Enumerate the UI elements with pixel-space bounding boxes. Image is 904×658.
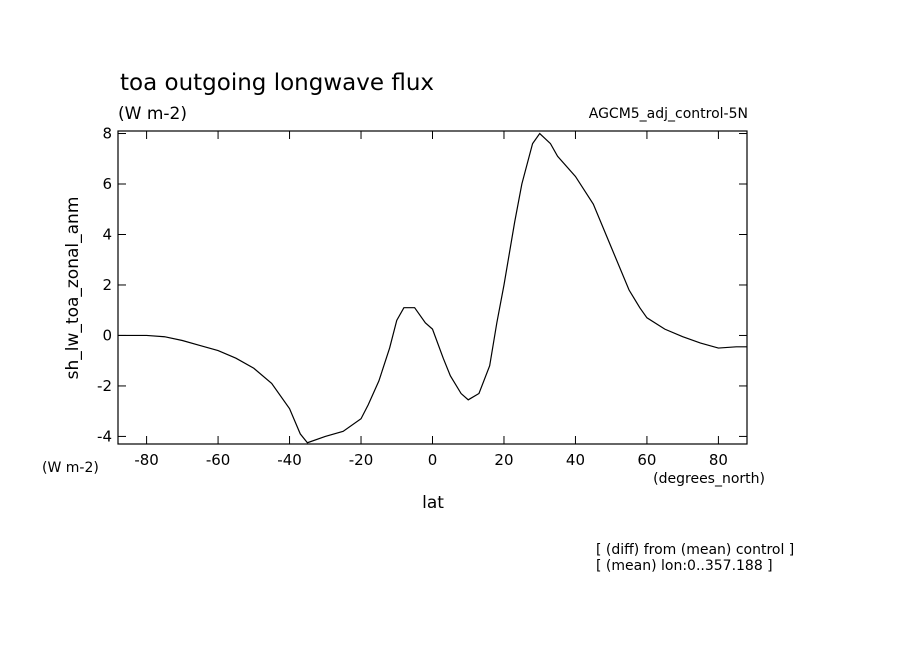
y-tick-label: 6 [102, 175, 112, 193]
x-tick-label: 60 [637, 451, 656, 469]
y-tick-label: -4 [97, 427, 112, 445]
x-tick-label: -40 [277, 451, 302, 469]
y-units: (W m-2) [42, 460, 99, 476]
y-tick-label: 2 [102, 276, 112, 294]
x-tick-label: 0 [428, 451, 438, 469]
y-axis-label: sh_lw_toa_zonal_anm [63, 197, 83, 380]
y-tick-label: 4 [102, 225, 112, 243]
subtitle: (W m-2) [118, 104, 187, 124]
y-tick-label: 8 [102, 125, 112, 143]
x-tick-label: 80 [709, 451, 728, 469]
x-tick-label: -20 [349, 451, 374, 469]
x-tick-label: -60 [206, 451, 231, 469]
y-tick-label: 0 [102, 326, 112, 344]
chart-title: toa outgoing longwave flux [120, 70, 434, 96]
run-label: AGCM5_adj_control-5N [589, 106, 748, 122]
y-tick-label: -2 [97, 377, 112, 395]
x-tick-label: 20 [494, 451, 513, 469]
note: [ (diff) from (mean) control ] [596, 542, 794, 558]
data-line [118, 132, 747, 444]
note: [ (mean) lon:0..357.188 ] [596, 558, 773, 574]
x-tick-label: 40 [566, 451, 585, 469]
x-axis-label: lat [422, 493, 444, 513]
x-tick-label: -80 [134, 451, 159, 469]
x-units: (degrees_north) [653, 471, 765, 487]
